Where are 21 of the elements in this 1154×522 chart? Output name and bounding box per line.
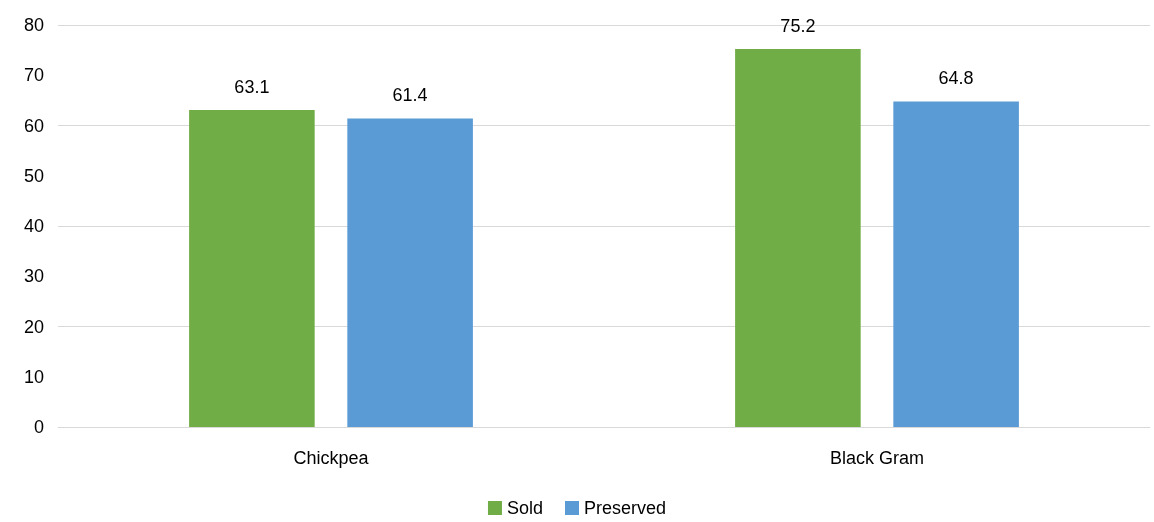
y-tick-label: 40 <box>23 216 44 236</box>
y-tick-label: 10 <box>23 366 44 387</box>
y-tick-label: 50 <box>23 165 44 186</box>
legend-label: Sold <box>506 498 543 518</box>
data-label: 64.8 <box>938 68 974 89</box>
x-tick-label: Chickpea <box>293 448 370 468</box>
bar <box>893 101 1019 427</box>
data-label: 63.1 <box>234 76 270 97</box>
bar <box>189 109 315 427</box>
data-label: 61.4 <box>392 85 428 106</box>
y-tick-label: 20 <box>23 316 44 337</box>
y-tick-label: 30 <box>23 266 44 287</box>
data-label: 75.2 <box>780 16 816 37</box>
bar <box>347 118 473 427</box>
y-tick-label: 0 <box>33 417 44 437</box>
y-tick-label: 60 <box>23 115 44 136</box>
bar <box>735 49 861 427</box>
y-tick-label: 80 <box>23 15 44 35</box>
legend-label: Preserved <box>583 498 667 518</box>
y-tick-label: 70 <box>23 65 44 86</box>
x-tick-label: Black Gram <box>829 448 925 468</box>
